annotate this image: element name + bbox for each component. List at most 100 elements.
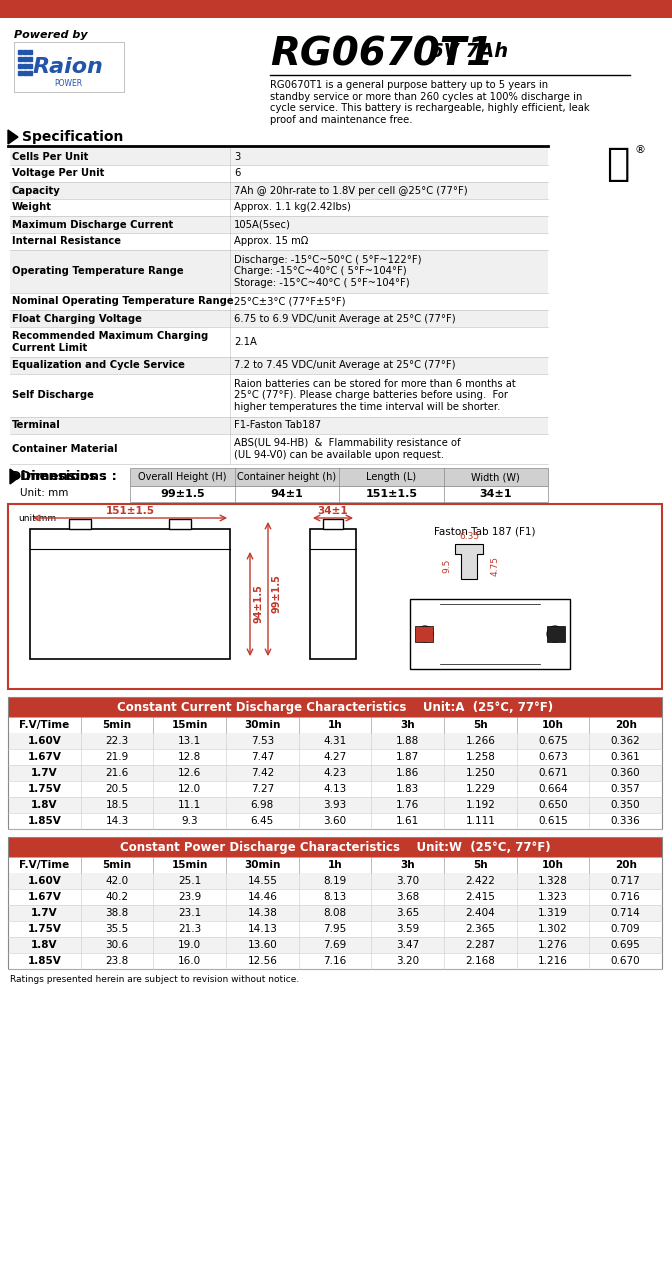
Text: 21.9: 21.9 <box>106 751 128 762</box>
Text: 3: 3 <box>234 151 241 161</box>
Text: 1.7V: 1.7V <box>31 908 58 918</box>
Text: 6V 7Ah: 6V 7Ah <box>430 42 508 61</box>
Bar <box>8 765 662 781</box>
Text: 3.59: 3.59 <box>396 924 419 934</box>
Text: 20.5: 20.5 <box>106 783 128 794</box>
Text: 30min: 30min <box>244 860 280 870</box>
Text: 25.1: 25.1 <box>178 876 202 886</box>
Text: 1.319: 1.319 <box>538 908 568 918</box>
Text: 1.75V: 1.75V <box>28 924 61 934</box>
Text: Container Material: Container Material <box>12 444 118 454</box>
Text: 94±1.5: 94±1.5 <box>253 585 263 623</box>
Text: Raion batteries can be stored for more than 6 months at
25°C (77°F). Please char: Raion batteries can be stored for more t… <box>234 379 515 412</box>
Text: 35.5: 35.5 <box>106 924 128 934</box>
Bar <box>10 434 548 463</box>
Bar <box>169 518 191 529</box>
Text: 23.8: 23.8 <box>106 956 128 966</box>
Text: 8.08: 8.08 <box>323 908 347 918</box>
Text: Weight: Weight <box>12 202 52 212</box>
Text: Length (L): Length (L) <box>366 472 417 483</box>
Text: 30min: 30min <box>244 719 280 730</box>
Polygon shape <box>8 131 18 143</box>
Text: 99±1.5: 99±1.5 <box>160 489 204 499</box>
Text: 1.323: 1.323 <box>538 892 568 902</box>
Text: 3.47: 3.47 <box>396 940 419 950</box>
Bar <box>10 310 548 326</box>
Text: 7Ah @ 20hr-rate to 1.8V per cell @25°C (77°F): 7Ah @ 20hr-rate to 1.8V per cell @25°C (… <box>234 186 468 196</box>
Text: 0.336: 0.336 <box>611 817 640 826</box>
Bar <box>547 626 565 643</box>
Text: 0.675: 0.675 <box>538 736 568 746</box>
Text: Nominal Operating Temperature Range: Nominal Operating Temperature Range <box>12 297 234 306</box>
Text: 15min: 15min <box>171 719 208 730</box>
Text: 151±1.5: 151±1.5 <box>106 506 155 516</box>
Text: 42.0: 42.0 <box>106 876 128 886</box>
Text: 11.1: 11.1 <box>178 800 202 810</box>
Text: 4.27: 4.27 <box>323 751 347 762</box>
Text: 3.68: 3.68 <box>396 892 419 902</box>
Text: 3.70: 3.70 <box>396 876 419 886</box>
Text: 1.85V: 1.85V <box>28 817 61 826</box>
Text: Capacity: Capacity <box>12 186 60 196</box>
Text: Float Charging Voltage: Float Charging Voltage <box>12 314 142 324</box>
Text: Overall Height (H): Overall Height (H) <box>138 472 226 483</box>
Text: 20h: 20h <box>615 860 636 870</box>
Text: 0.709: 0.709 <box>611 924 640 934</box>
Bar <box>10 374 548 417</box>
Text: 1.87: 1.87 <box>396 751 419 762</box>
Text: 1.67V: 1.67V <box>28 892 61 902</box>
Text: 7.95: 7.95 <box>323 924 347 934</box>
Bar <box>410 599 570 669</box>
Text: 19.0: 19.0 <box>178 940 201 950</box>
Text: Ratings presented herein are subject to revision without notice.: Ratings presented herein are subject to … <box>10 975 299 984</box>
Text: Container height (h): Container height (h) <box>237 472 336 483</box>
Text: 1.83: 1.83 <box>396 783 419 794</box>
Text: Raion: Raion <box>32 58 103 77</box>
Text: 0.670: 0.670 <box>611 956 640 966</box>
Text: 0.361: 0.361 <box>611 751 640 762</box>
Bar <box>10 357 548 374</box>
Text: 1.302: 1.302 <box>538 924 568 934</box>
Bar <box>8 858 662 873</box>
Bar <box>8 504 662 689</box>
Text: 8.13: 8.13 <box>323 892 347 902</box>
Bar <box>8 905 662 922</box>
Text: Terminal: Terminal <box>12 421 60 430</box>
Text: 3.65: 3.65 <box>396 908 419 918</box>
Text: Self Discharge: Self Discharge <box>12 390 94 401</box>
Text: F1-Faston Tab187: F1-Faston Tab187 <box>234 421 321 430</box>
Text: 1.258: 1.258 <box>466 751 495 762</box>
Text: 1.67V: 1.67V <box>28 751 61 762</box>
Bar <box>8 698 662 717</box>
Bar <box>8 837 662 969</box>
Text: Dimensions :: Dimensions : <box>10 471 107 484</box>
Text: 0.360: 0.360 <box>611 768 640 778</box>
Text: 38.8: 38.8 <box>106 908 128 918</box>
Bar <box>130 486 548 502</box>
Text: 6.45: 6.45 <box>251 817 274 826</box>
Text: 18.5: 18.5 <box>106 800 128 810</box>
Text: ABS(UL 94-HB)  &  Flammability resistance of
(UL 94-V0) can be available upon re: ABS(UL 94-HB) & Flammability resistance … <box>234 438 460 460</box>
Text: 7.69: 7.69 <box>323 940 347 950</box>
Text: 2.168: 2.168 <box>466 956 495 966</box>
Text: 12.56: 12.56 <box>247 956 278 966</box>
Text: 2.1A: 2.1A <box>234 337 257 347</box>
Bar <box>10 293 548 310</box>
Bar <box>10 417 548 434</box>
Bar <box>323 518 343 529</box>
Text: 6: 6 <box>234 169 241 178</box>
Bar <box>130 468 548 486</box>
Text: 14.55: 14.55 <box>247 876 278 886</box>
Bar <box>8 797 662 813</box>
Text: 10h: 10h <box>542 719 564 730</box>
Text: 105A(5sec): 105A(5sec) <box>234 219 291 229</box>
Text: 20h: 20h <box>615 719 636 730</box>
Bar <box>8 781 662 797</box>
Text: 2.422: 2.422 <box>466 876 495 886</box>
Text: 40.2: 40.2 <box>106 892 128 902</box>
Text: Unit: mm: Unit: mm <box>20 488 69 498</box>
Text: 1.60V: 1.60V <box>28 876 61 886</box>
Text: 22.3: 22.3 <box>106 736 128 746</box>
Text: 1.85V: 1.85V <box>28 956 61 966</box>
Text: RG0670T1 is a general purpose battery up to 5 years in
standby service or more t: RG0670T1 is a general purpose battery up… <box>270 79 589 124</box>
